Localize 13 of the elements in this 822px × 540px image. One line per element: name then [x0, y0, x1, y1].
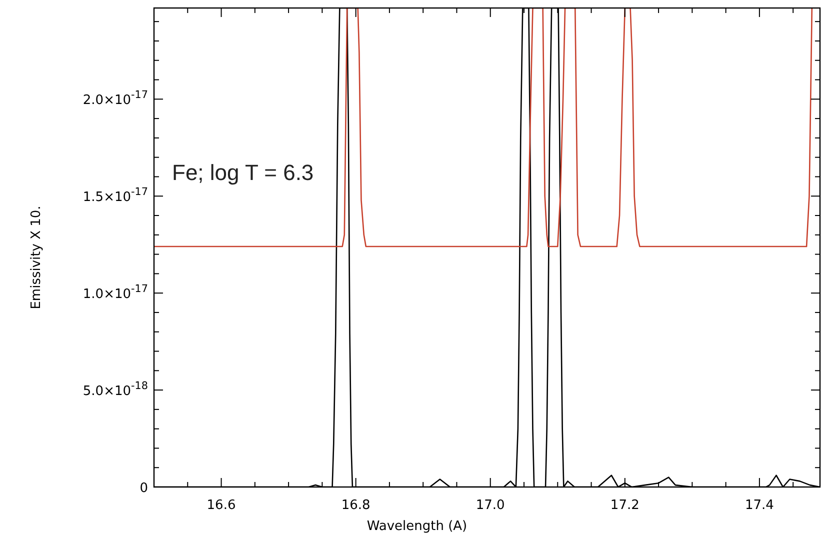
- x-axis-title: Wavelength (A): [366, 519, 468, 534]
- x-tick-label: 16.6: [206, 498, 236, 513]
- x-tick-label: 17.0: [476, 498, 505, 513]
- x-tick-label: 17.4: [744, 498, 774, 513]
- y-tick-label: 1.0×10$^{-17}$: [82, 283, 148, 302]
- annotation: Fe; log T = 6.3: [172, 160, 314, 185]
- y-tick-label: 1.5×10$^{-17}$: [82, 186, 148, 206]
- x-tick-label: 16.8: [341, 498, 370, 513]
- y-tick-label: 0: [140, 481, 148, 496]
- x-tick-label: 17.2: [610, 498, 640, 513]
- y-tick-label: 2.0×10$^{-17}$: [82, 89, 148, 108]
- y-tick-label: 5.0×10$^{-18}$: [82, 380, 148, 400]
- y-axis-title: Emissivity X 10.: [29, 206, 44, 310]
